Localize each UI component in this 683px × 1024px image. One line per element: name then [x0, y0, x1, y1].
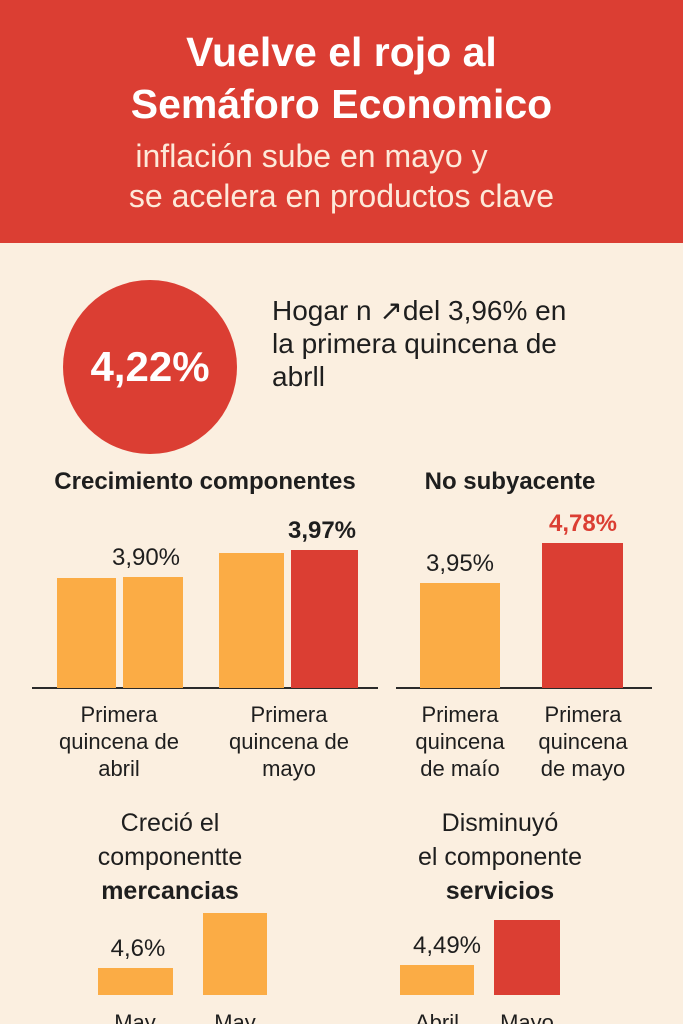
- subheadline-line-2: se acelera en productos clave: [128, 178, 555, 214]
- chart-0-category-label-0: Primera quincena de abril: [59, 702, 179, 781]
- chart-1-value-label-0: 3,95%: [426, 550, 494, 577]
- section-title-no-subyacente: No subyacente: [424, 468, 596, 495]
- servicios-title-line-1: Disminuyó: [441, 809, 559, 837]
- chart-0-bar-3: [291, 550, 358, 688]
- chart-3-category-label-1: Mayo: [500, 1010, 554, 1024]
- servicios-title-line-3: servicios: [445, 877, 555, 905]
- highlight-value-circle: 4,22%: [63, 280, 237, 454]
- chart-3-bar-0: [400, 965, 474, 995]
- highlight-text: Hogar n ↗del 3,96% en la primera quincen…: [272, 294, 672, 393]
- subheadline-line-1: inflación sube en mayo y: [135, 138, 488, 174]
- chart-0-bar-2: [219, 553, 284, 688]
- chart-0-bar-1: [123, 577, 183, 688]
- chart-2-category-label-0: May: [114, 1010, 156, 1024]
- mercancias-title-line-1: Creció el: [120, 809, 220, 837]
- chart-2-bar-0: [98, 968, 173, 995]
- chart-1-value-label-1: 4,78%: [549, 510, 617, 537]
- chart-0-value-label-1: 3,97%: [288, 517, 356, 544]
- headline-line-1: Vuelve el rojo al: [186, 29, 497, 75]
- chart-2-category-label-1: May: [214, 1010, 256, 1024]
- chart-0-category-label-1: Primera quincena de mayo: [229, 702, 349, 781]
- highlight-text-line-1: Hogar n ↗del 3,96% en: [272, 295, 567, 326]
- highlight-text-line-2: la primera quincena de: [272, 328, 557, 359]
- chart-1-category-label-0: Primera quincena de maío: [415, 702, 505, 781]
- chart-2-bar-1: [203, 913, 267, 995]
- chart-1-bar-1: [542, 543, 623, 688]
- chart-1-category-label-1: Primera quincena de mayo: [538, 702, 628, 781]
- chart-0-value-label-0: 3,90%: [112, 544, 180, 571]
- mercancias-title-line-3: mercancias: [101, 877, 239, 905]
- header-banner: Vuelve el rojo al Semáforo Economico inf…: [0, 0, 683, 243]
- chart-1-bar-0: [420, 583, 500, 688]
- section-title-servicios: Disminuyó el componente servicios: [370, 806, 630, 908]
- highlight-text-line-3: abrll: [272, 361, 325, 392]
- chart-2-value-label-0: 4,6%: [111, 935, 166, 962]
- chart-0-bar-0: [57, 578, 116, 688]
- chart-3-bar-1: [494, 920, 560, 995]
- headline-line-2: Semáforo Economico: [130, 81, 553, 127]
- section-title-mercancias: Creció el componentte mercancias: [40, 806, 300, 908]
- servicios-title-line-2: el componente: [417, 843, 582, 871]
- section-title-crecimiento: Crecimiento componentes: [54, 468, 356, 495]
- chart-3-category-label-0: Abril: [415, 1010, 459, 1024]
- mercancias-title-line-2: componentte: [97, 843, 243, 871]
- chart-3-value-label-0: 4,49%: [413, 932, 481, 959]
